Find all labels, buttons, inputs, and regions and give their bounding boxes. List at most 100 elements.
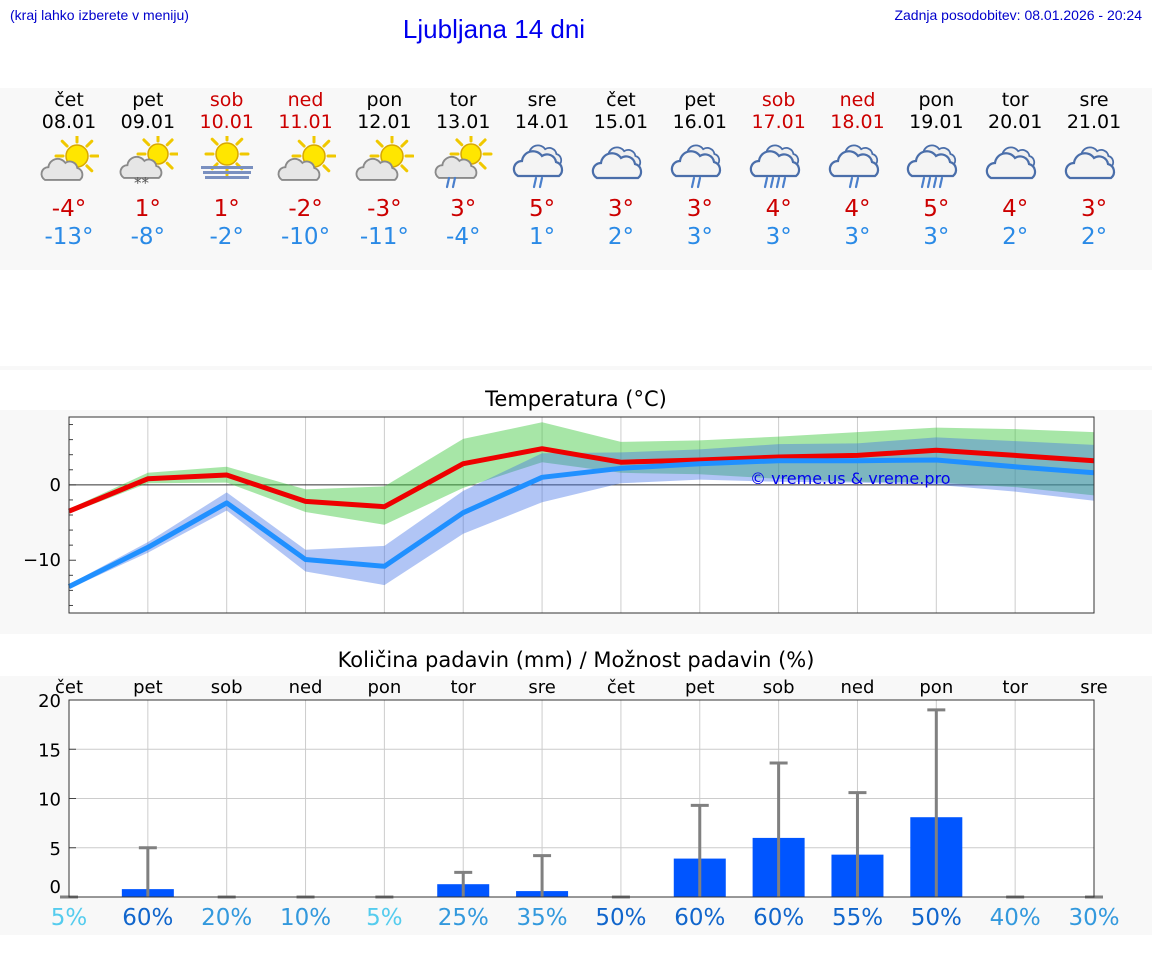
day-name: sre bbox=[527, 89, 557, 111]
forecast-panel bbox=[0, 88, 1152, 270]
y-tick-label: 10 bbox=[38, 790, 61, 811]
day-column: sre 21.01 3° 2° bbox=[1055, 88, 1133, 251]
day-name: pon bbox=[918, 89, 955, 111]
day-column: sob 17.01 4° 3° bbox=[740, 88, 818, 251]
day-date: 12.01 bbox=[357, 111, 412, 133]
precipitation-probability: 40% bbox=[989, 905, 1041, 931]
day-date: 13.01 bbox=[436, 111, 491, 133]
sun-cloud-snow-icon: ** bbox=[119, 136, 178, 192]
min-temperature: -8° bbox=[130, 224, 166, 250]
sun-cloud-icon bbox=[40, 136, 99, 181]
min-temperature: 3° bbox=[765, 224, 792, 250]
x-tick-label: sob bbox=[763, 677, 795, 698]
min-temperature: 2° bbox=[1080, 224, 1108, 250]
min-temperature: 1° bbox=[529, 224, 556, 250]
x-tick-label: ned bbox=[841, 677, 875, 698]
day-date: 15.01 bbox=[593, 111, 649, 133]
precipitation-probability: 20% bbox=[201, 905, 253, 931]
forecast-days: čet 08.01 -4° -13° pet 09.01 ** 1° -8° sob 10.01 1°… bbox=[0, 88, 1152, 270]
day-column: sre 14.01 5° 1° bbox=[503, 88, 581, 251]
watermark: © vreme.us & vreme.pro bbox=[750, 469, 951, 488]
precipitation-probability: 60% bbox=[753, 905, 805, 931]
x-tick-label: sre bbox=[1080, 677, 1107, 698]
max-temperature: 3° bbox=[607, 196, 634, 222]
day-name: sob bbox=[209, 89, 244, 111]
svg-text:**: ** bbox=[134, 174, 150, 192]
y-tick-label: 5 bbox=[50, 839, 61, 860]
x-tick-label: sre bbox=[528, 677, 555, 698]
day-name: ned bbox=[287, 89, 324, 111]
precipitation-probability: 35% bbox=[516, 905, 568, 931]
max-temperature: -2° bbox=[288, 196, 323, 222]
cloud-heavy-rain-icon bbox=[749, 144, 800, 189]
max-temperature: 5° bbox=[923, 196, 950, 222]
day-column: tor 13.01 3° -4° bbox=[424, 88, 502, 251]
day-date: 16.01 bbox=[672, 111, 727, 133]
day-date: 14.01 bbox=[514, 111, 570, 133]
precipitation-probability: 60% bbox=[122, 905, 174, 931]
max-temperature: 3° bbox=[450, 196, 477, 222]
min-temperature: 3° bbox=[844, 224, 871, 250]
day-column: pon 19.01 5° 3° bbox=[897, 88, 975, 251]
day-name: sre bbox=[1079, 89, 1109, 111]
max-temperature: 4° bbox=[844, 196, 871, 222]
min-temperature: -13° bbox=[44, 224, 94, 250]
max-spread-band bbox=[69, 422, 1094, 525]
plot-frame bbox=[68, 699, 1095, 898]
x-tick-label: sob bbox=[211, 677, 243, 698]
day-name: pon bbox=[366, 89, 403, 111]
day-column: tor 20.01 4° 2° bbox=[976, 88, 1054, 251]
sun-cloud-icon bbox=[355, 136, 415, 181]
day-column: ned 11.01 -2° -10° bbox=[267, 88, 345, 251]
day-date: 20.01 bbox=[987, 111, 1043, 133]
max-temperature: 4° bbox=[765, 196, 792, 222]
min-temperature: 3° bbox=[686, 224, 713, 250]
last-update-text: Zadnja posodobitev: 08.01.2026 - 20:24 bbox=[894, 7, 1142, 23]
max-temperature: 3° bbox=[1080, 196, 1108, 222]
min-spread-band bbox=[69, 437, 1094, 589]
precipitation-probability: 5% bbox=[50, 905, 88, 931]
max-temperature: 5° bbox=[529, 196, 556, 222]
max-temperature: -4° bbox=[51, 196, 87, 222]
day-date: 08.01 bbox=[41, 111, 97, 133]
precipitation-probability: 5% bbox=[366, 905, 403, 931]
min-temperature: -11° bbox=[359, 224, 409, 250]
max-temperature-line bbox=[68, 446, 1095, 514]
min-temperature: -2° bbox=[209, 224, 244, 250]
min-temperature: 2° bbox=[607, 224, 634, 250]
day-name: ned bbox=[839, 89, 876, 111]
day-column: čet 15.01 3° 2° bbox=[582, 88, 660, 251]
max-temperature: 4° bbox=[1002, 196, 1029, 222]
y-tick-label: 20 bbox=[38, 691, 61, 712]
min-temperature: -10° bbox=[281, 224, 331, 250]
min-temperature: 3° bbox=[923, 224, 950, 250]
page-title: Ljubljana 14 dni bbox=[402, 14, 586, 44]
location-hint: (kraj lahko izberete v meniju) bbox=[10, 7, 189, 23]
precipitation-probability: 60% bbox=[674, 905, 726, 931]
y-tick-label: 0 bbox=[50, 475, 61, 496]
cloud-heavy-rain-icon bbox=[907, 144, 958, 189]
day-name: pet bbox=[132, 89, 164, 111]
max-temperature: 3° bbox=[686, 196, 713, 222]
day-column: pon 12.01 -3° -11° bbox=[345, 88, 423, 251]
day-column: pet 09.01 ** 1° -8° bbox=[109, 88, 187, 251]
x-tick-label: tor bbox=[1002, 677, 1028, 698]
day-date: 17.01 bbox=[751, 111, 806, 133]
day-column: čet 08.01 -4° -13° bbox=[30, 88, 108, 251]
x-tick-label: čet bbox=[55, 677, 83, 698]
day-name: tor bbox=[1001, 89, 1029, 111]
x-tick-label: ned bbox=[289, 677, 323, 698]
y-tick-label: 0 bbox=[50, 877, 61, 898]
cloud-icon bbox=[1064, 146, 1116, 180]
panel-divider bbox=[0, 366, 1152, 370]
temperature-chart-title: Temperatura (°C) bbox=[485, 387, 667, 411]
cloud-rain-icon bbox=[670, 144, 721, 189]
day-date: 09.01 bbox=[120, 111, 176, 133]
day-name: sob bbox=[761, 89, 796, 111]
cloud-rain-icon bbox=[512, 144, 564, 189]
y-tick-label: 15 bbox=[38, 740, 61, 761]
x-tick-label: čet bbox=[607, 677, 635, 698]
day-name: pet bbox=[684, 89, 716, 111]
day-date: 10.01 bbox=[199, 111, 254, 133]
